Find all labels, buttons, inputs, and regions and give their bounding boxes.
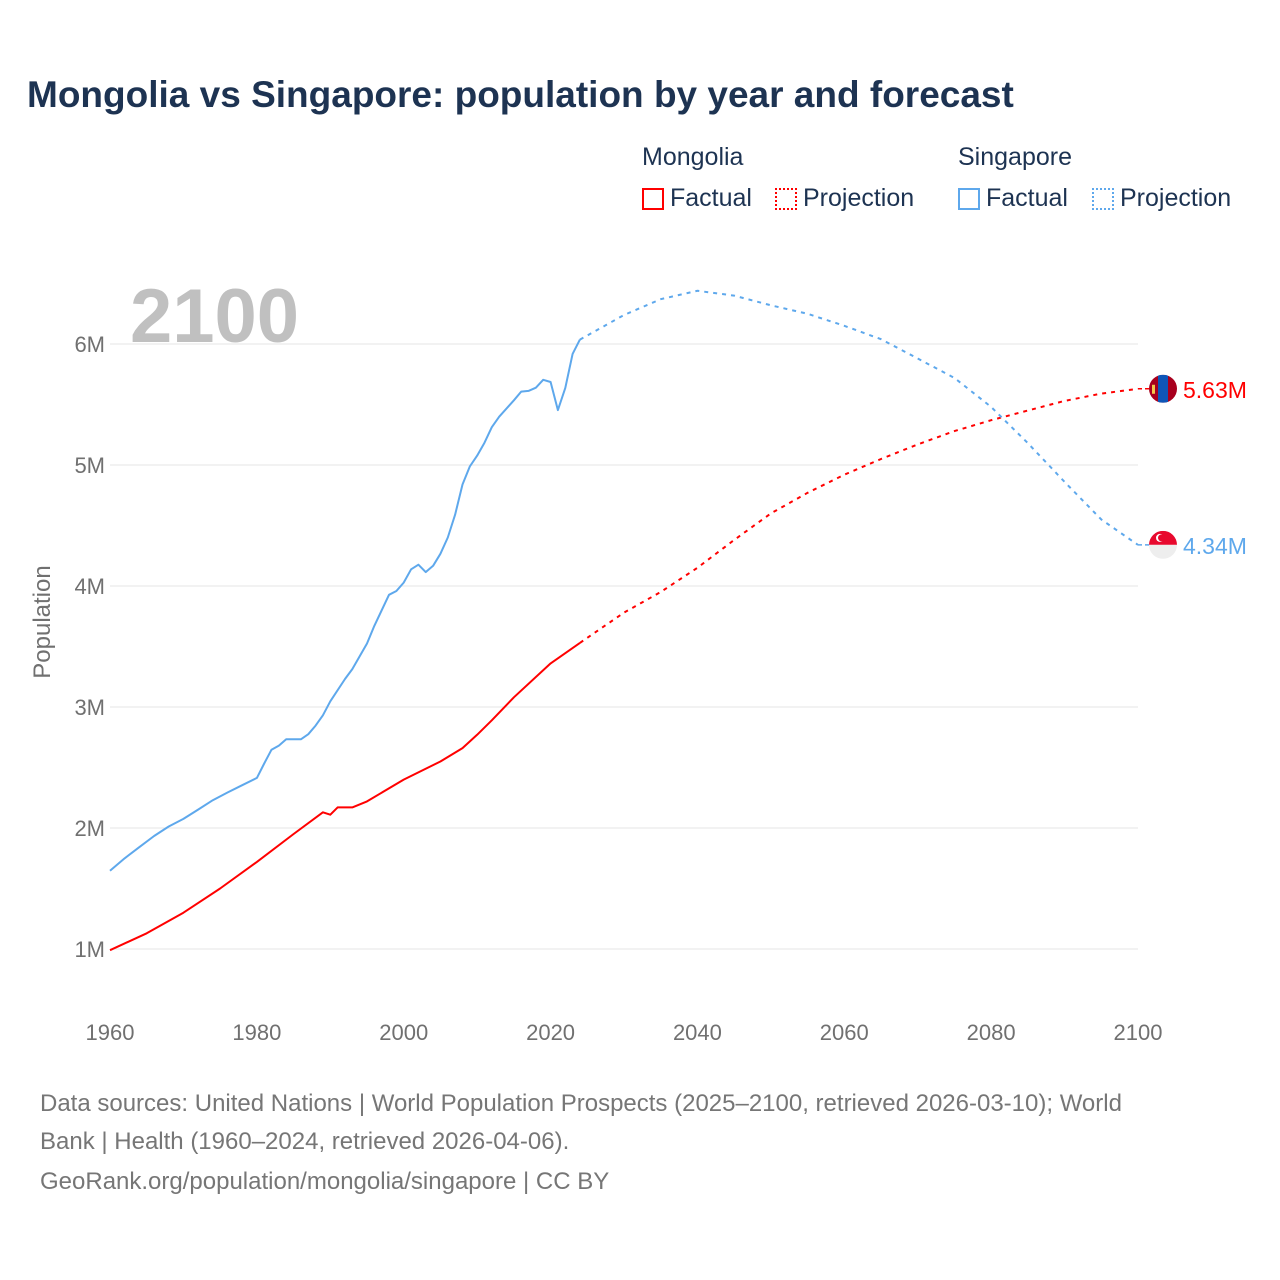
series-line-mongolia-projection [579, 387, 1139, 644]
y-tick-label: 3M [74, 695, 105, 720]
footer-sources-2: Bank | Health (1960–2024, retrieved 2026… [40, 1128, 570, 1155]
x-tick-label: 2000 [379, 1020, 428, 1045]
legend-label: Projection [1120, 184, 1232, 212]
footer-link[interactable]: GeoRank.org/population/mongolia/singapor… [40, 1168, 610, 1195]
series-line-singapore-factual [109, 339, 581, 872]
x-tick-label: 2020 [526, 1020, 575, 1045]
y-tick-label: 5M [74, 453, 105, 478]
legend-swatch-dotted-red [775, 187, 797, 210]
y-axis-label: Population [29, 565, 56, 678]
flag-singapore-icon [1149, 530, 1177, 559]
legend-swatch-solid-red [642, 187, 664, 210]
x-tick-label: 2100 [1114, 1020, 1163, 1045]
legend-label: Factual [670, 184, 752, 212]
y-tick-label: 4M [74, 574, 105, 599]
legend-mongolia-factual[interactable]: Factual [642, 184, 752, 213]
x-tick-label: 1980 [232, 1020, 281, 1045]
end-value-label: 4.34M [1183, 533, 1247, 559]
x-tick-label: 2040 [673, 1020, 722, 1045]
x-tick-label: 2080 [967, 1020, 1016, 1045]
y-tick-label: 1M [74, 937, 105, 962]
legend-singapore-factual[interactable]: Factual [958, 184, 1068, 213]
legend-label: Factual [986, 184, 1068, 212]
flag-mongolia-icon [1149, 374, 1177, 403]
footer-sources-1: Data sources: United Nations | World Pop… [40, 1090, 1122, 1117]
y-tick-label: 6M [74, 332, 105, 357]
end-value-label: 5.63M [1183, 377, 1247, 403]
legend-swatch-solid-blue [958, 187, 980, 210]
series-line-singapore-projection [579, 289, 1139, 546]
year-watermark: 2100 [130, 274, 299, 359]
x-tick-label: 1960 [86, 1020, 135, 1045]
legend-swatch-dotted-blue [1092, 187, 1114, 210]
legend-label: Projection [803, 184, 915, 212]
series-line-mongolia-factual [109, 642, 581, 952]
chart-title: Mongolia vs Singapore: population by yea… [27, 74, 1014, 115]
legend-mongolia-projection[interactable]: Projection [775, 184, 914, 213]
legend-group-mongolia: Mongolia [642, 143, 744, 171]
legend-singapore-projection[interactable]: Projection [1092, 184, 1231, 213]
x-tick-label: 2060 [820, 1020, 869, 1045]
y-tick-label: 2M [74, 816, 105, 841]
legend-group-singapore: Singapore [958, 143, 1072, 171]
